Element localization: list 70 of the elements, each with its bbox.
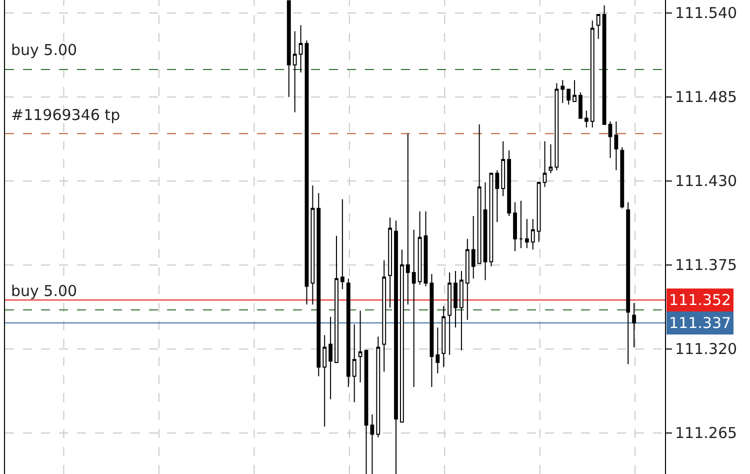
candlestick (513, 202, 517, 252)
y-tick-label: 111.540 (675, 4, 738, 22)
candlestick (454, 270, 458, 328)
candlestick (530, 218, 535, 250)
candlestick (608, 120, 612, 158)
candlestick (370, 414, 374, 474)
candlestick (424, 210, 428, 287)
candlestick (501, 140, 506, 197)
ref-line-label: buy 5.00 (11, 282, 78, 300)
candlestick (412, 229, 416, 388)
candlestick (590, 20, 594, 128)
candlestick (548, 144, 553, 174)
candlestick (358, 310, 362, 383)
candlestick (376, 336, 380, 438)
candlestick (578, 92, 582, 119)
candlestick (460, 270, 464, 351)
y-tick-label: 111.320 (675, 340, 738, 358)
candlestick (328, 316, 332, 400)
candlestick (448, 272, 452, 356)
ref-line-label: buy 5.00 (11, 41, 78, 59)
candlestick (584, 110, 588, 128)
candlestick (560, 80, 565, 104)
candlestick (418, 210, 422, 286)
candlestick (310, 184, 315, 306)
candlestick (322, 334, 327, 428)
candlestick (489, 172, 494, 267)
y-tick-label: 111.265 (675, 424, 738, 442)
candlestick (442, 306, 446, 368)
candlestick (388, 217, 392, 308)
candlestick (436, 326, 440, 374)
candlestick (542, 140, 547, 188)
candlestick (465, 238, 470, 320)
y-tick-label: 111.485 (675, 88, 738, 106)
candlestick (286, 0, 291, 98)
candlestick (495, 170, 500, 223)
candlestick (626, 202, 630, 365)
candlestick (346, 278, 350, 388)
candlestick (596, 14, 600, 40)
y-tick-label: 111.430 (675, 172, 738, 190)
candlestick (566, 88, 571, 106)
candlestick (519, 200, 523, 249)
candlestick (340, 198, 344, 290)
candlestick (292, 30, 297, 113)
candlestick (298, 24, 303, 74)
candlestick (632, 302, 636, 348)
candlestick (316, 192, 321, 377)
ref-line-label: 111.352 (669, 291, 732, 309)
candlestick (394, 220, 398, 474)
candlestick (620, 146, 624, 209)
candlestick (477, 124, 482, 264)
candlestick (554, 82, 559, 171)
candlestick (614, 120, 618, 171)
candlestick (352, 324, 356, 403)
candlestick (364, 350, 368, 474)
candlestick (483, 182, 488, 281)
candlestick (430, 274, 434, 388)
ref-line-label: 111.337 (669, 314, 732, 332)
candlestick (524, 218, 529, 249)
candlestick (602, 4, 606, 125)
candlestick (304, 40, 309, 306)
ref-line-label: #11969346 tp (11, 106, 120, 124)
candlestick (334, 235, 338, 364)
candlestick (507, 150, 512, 217)
candlestick (572, 80, 576, 102)
candlestick (400, 249, 404, 423)
candlestick (471, 216, 476, 280)
candlestick (406, 133, 410, 306)
candlestick (536, 182, 541, 242)
y-tick-label: 111.375 (675, 256, 738, 274)
candlestick (382, 260, 386, 372)
